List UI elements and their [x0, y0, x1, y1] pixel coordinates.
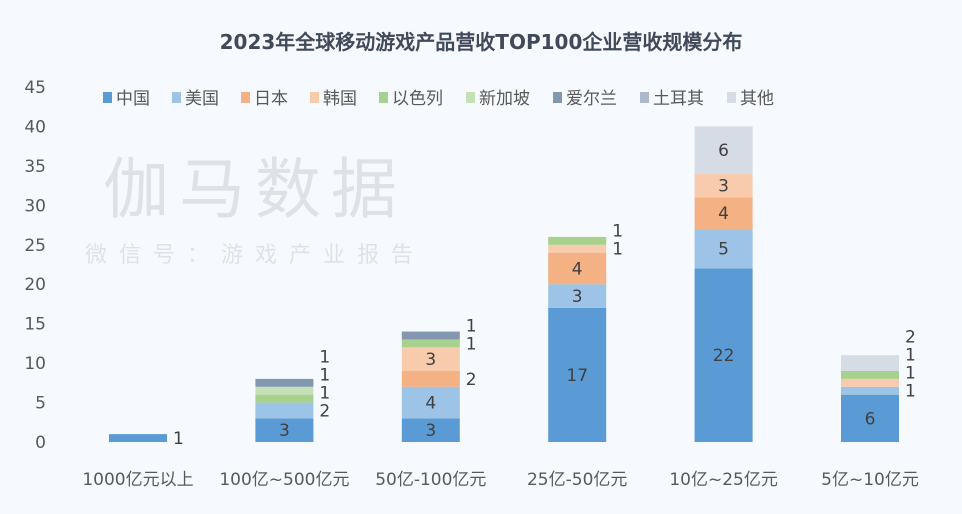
legend-label: 韩国 — [323, 89, 357, 109]
y-tick-label: 35 — [24, 157, 46, 177]
x-category-label: 5亿~10亿元 — [821, 470, 919, 490]
data-label: 2 — [466, 370, 477, 390]
y-tick-label: 40 — [24, 117, 46, 137]
data-label: 1 — [905, 382, 916, 402]
data-label: 2 — [319, 401, 330, 421]
data-label: 17 — [566, 366, 588, 386]
data-label: 1 — [905, 346, 916, 366]
legend-label: 以色列 — [392, 89, 443, 109]
bar-segment — [548, 284, 607, 308]
bar-segment — [548, 236, 607, 245]
bar-segment — [401, 418, 460, 442]
bar-segment — [401, 386, 460, 419]
watermark-main: 伽马数据 — [103, 151, 407, 228]
data-label: 6 — [865, 409, 876, 429]
bar-segment — [694, 173, 753, 198]
legend-swatch — [640, 92, 649, 103]
y-tick-label: 10 — [24, 354, 46, 374]
x-category-label: 1000亿元以上 — [82, 470, 193, 490]
bar-segment — [841, 386, 899, 395]
y-tick-label: 15 — [24, 315, 46, 335]
legend-label: 土耳其 — [653, 89, 704, 109]
data-label: 1 — [905, 364, 916, 384]
bar-segment — [841, 371, 899, 379]
data-label: 1 — [173, 429, 184, 449]
data-label: 4 — [572, 259, 583, 279]
bar-segment — [694, 197, 753, 229]
bar-segment — [694, 126, 753, 174]
bar-segment — [255, 378, 314, 387]
y-tick-label: 30 — [24, 196, 46, 216]
data-label: 1 — [319, 383, 330, 403]
data-label: 1 — [466, 334, 477, 354]
data-label: 22 — [713, 346, 735, 366]
bar-segment — [841, 355, 899, 371]
legend-swatch — [103, 92, 112, 103]
legend-swatch — [553, 92, 562, 103]
legend-label: 日本 — [254, 89, 288, 109]
data-label: 4 — [718, 204, 729, 224]
bar-segment — [401, 371, 460, 387]
bar-segment — [548, 252, 607, 285]
data-label: 4 — [425, 394, 436, 414]
data-label: 1 — [612, 222, 623, 242]
bar-segment — [548, 307, 607, 442]
data-label: 1 — [612, 240, 623, 260]
y-tick-label: 45 — [24, 78, 46, 98]
legend-label: 爱尔兰 — [566, 89, 617, 109]
bar-segment — [694, 268, 753, 442]
legend-label: 新加坡 — [479, 89, 530, 109]
bar-segment — [401, 339, 460, 348]
bar-segment — [255, 418, 314, 442]
bar-segment — [694, 229, 753, 269]
data-label: 3 — [425, 350, 436, 370]
y-tick-label: 20 — [24, 275, 46, 295]
legend-swatch — [379, 92, 388, 103]
data-label: 3 — [279, 421, 290, 441]
data-label: 5 — [718, 240, 729, 260]
bar-segment — [548, 244, 607, 253]
bar-segment — [401, 347, 460, 371]
bar-segment — [401, 331, 460, 340]
bar-segment — [109, 434, 167, 442]
x-category-label: 10亿~25亿元 — [669, 470, 778, 490]
data-label: 1 — [319, 347, 330, 367]
legend-swatch — [466, 92, 475, 103]
y-tick-label: 0 — [35, 433, 46, 453]
bar-segment — [255, 386, 314, 395]
legend-swatch — [310, 92, 319, 103]
legend-label: 其他 — [740, 89, 774, 109]
data-label: 3 — [572, 287, 583, 307]
watermark-sub: 微信号：游戏产业报告 — [85, 243, 425, 268]
legend-swatch — [241, 92, 250, 103]
bar-segment — [841, 378, 899, 387]
data-label: 2 — [905, 328, 916, 348]
y-tick-label: 5 — [35, 394, 46, 414]
legend-swatch — [727, 92, 736, 103]
y-tick-label: 25 — [24, 236, 46, 256]
data-label: 6 — [718, 141, 729, 161]
x-category-label: 25亿-50亿元 — [527, 470, 627, 490]
data-label: 1 — [466, 316, 477, 336]
legend-label: 中国 — [116, 89, 150, 109]
data-label: 3 — [425, 421, 436, 441]
data-label: 1 — [319, 365, 330, 385]
legend-label: 美国 — [185, 89, 219, 109]
bar-segment — [255, 394, 314, 403]
chart-title: 2023年全球移动游戏产品营收TOP100企业营收规模分布 — [219, 30, 743, 54]
bar-segment — [841, 394, 899, 442]
x-category-label: 50亿-100亿元 — [375, 470, 486, 490]
legend-swatch — [172, 92, 181, 103]
x-category-label: 100亿~500亿元 — [219, 470, 349, 490]
data-label: 3 — [718, 177, 729, 197]
bar-segment — [255, 402, 314, 419]
